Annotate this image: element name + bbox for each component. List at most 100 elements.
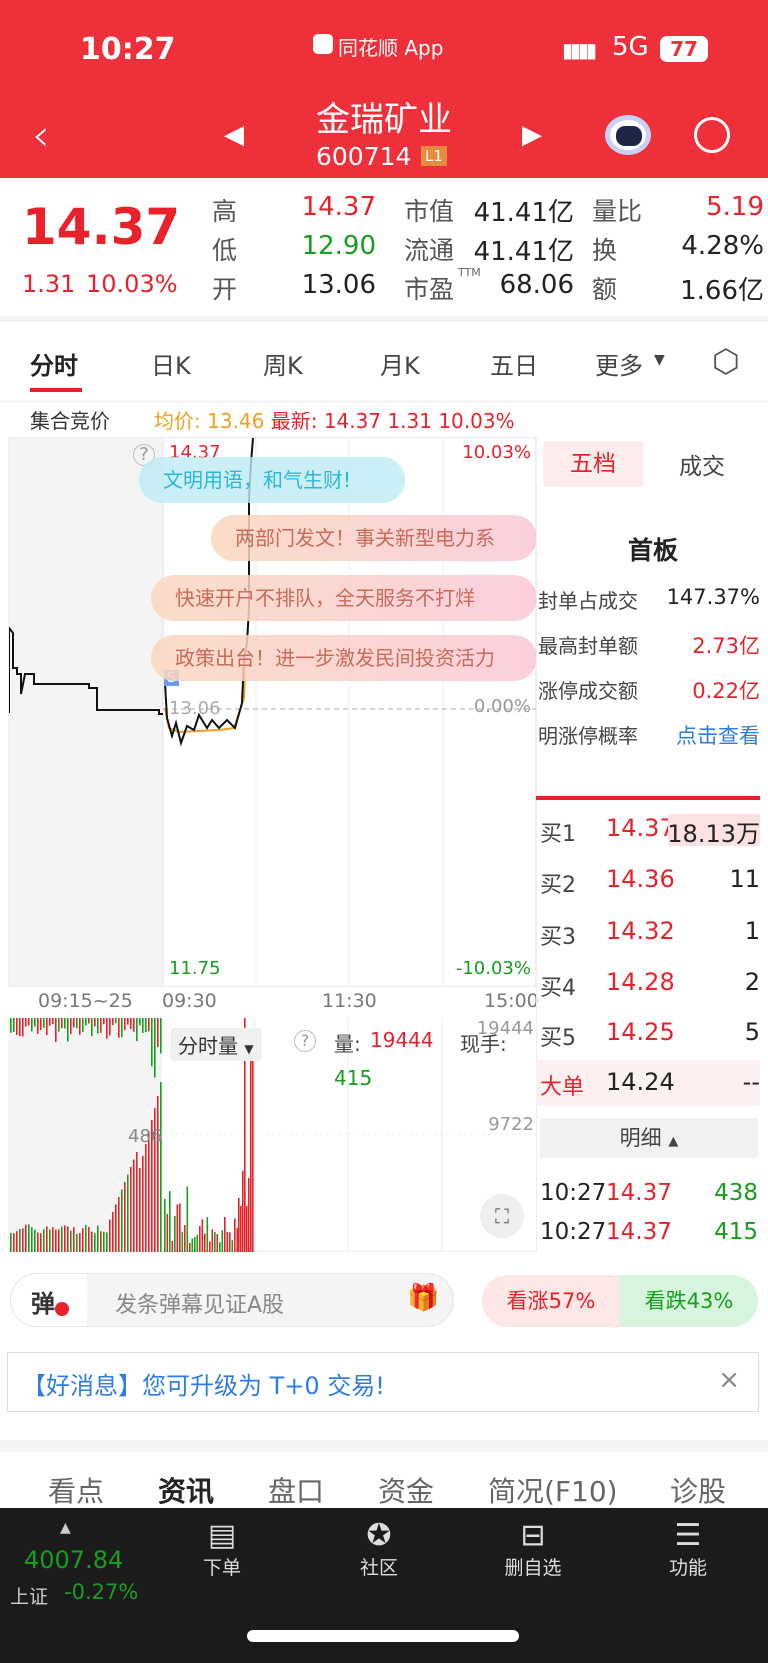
current-hand-label: 现手:	[460, 1032, 507, 1056]
stat-value[interactable]: 点击查看	[676, 724, 760, 748]
danmu-bubble[interactable]: 文明用语，和气生财!	[139, 457, 405, 503]
danmu-bubble[interactable]: 快速开户不排队，全天服务不打烊	[151, 575, 537, 621]
bid-label: 买5	[540, 1026, 576, 1051]
volume-bar	[88, 1018, 90, 1024]
volume-bar	[221, 1230, 224, 1252]
volume-bar	[226, 1231, 229, 1252]
divider	[0, 316, 768, 322]
status-time: 10:27	[80, 32, 176, 67]
volume-bar	[61, 1018, 63, 1029]
pe-label: 市盈	[404, 275, 455, 304]
info-tab[interactable]: 诊股	[670, 1475, 727, 1508]
tab-monthly-k[interactable]: 月K	[380, 352, 420, 380]
tab-five-levels[interactable]: 五档	[543, 441, 643, 487]
volume-bar	[214, 1231, 216, 1252]
bullish-button[interactable]: 看涨57%	[482, 1275, 620, 1327]
info-tabs: 看点 资讯 盘口 资金 简况(F10) 诊股	[0, 1470, 768, 1508]
tab-intraday[interactable]: 分时	[30, 352, 78, 380]
next-stock-button[interactable]: ▶	[522, 120, 542, 150]
volume-bar	[154, 1018, 156, 1078]
volume-bar	[252, 1041, 254, 1252]
volume-bar	[94, 1018, 96, 1027]
network-label: 5G	[612, 32, 649, 62]
gift-icon[interactable]: 🎁	[407, 1283, 440, 1313]
volume-bar	[121, 1018, 123, 1038]
trade-price: 14.37	[606, 1180, 672, 1206]
info-tab[interactable]: 资金	[378, 1475, 435, 1508]
latest-price: 最新: 14.37	[270, 409, 382, 433]
avg-price: 均价: 13.46	[154, 409, 265, 433]
volume-bar	[52, 1018, 54, 1024]
info-line: 均价: 13.46 最新: 14.37 1.31 10.03%	[154, 405, 515, 434]
info-tab[interactable]: 资讯	[158, 1475, 215, 1508]
volume-bar	[118, 1197, 120, 1252]
volume-bar	[133, 1018, 135, 1032]
float-cap-value: 41.41亿	[473, 237, 574, 267]
prev-stock-button[interactable]: ◀	[224, 120, 244, 150]
fullscreen-icon[interactable]: ⛶	[480, 1194, 524, 1238]
nav-functions[interactable]: ☰ 功能	[633, 1518, 743, 1580]
nav-community[interactable]: ✪ 社区	[324, 1518, 434, 1580]
tab-active-indicator	[30, 388, 82, 392]
volume-bar	[67, 1018, 69, 1042]
tab-daily-k[interactable]: 日K	[151, 352, 191, 380]
trade-price: 14.37	[606, 1219, 672, 1245]
volume-bar	[34, 1018, 36, 1027]
danmu-input[interactable]: 弹 发条弹幕见证A股 🎁	[10, 1273, 454, 1327]
tab-five-day[interactable]: 五日	[490, 352, 538, 380]
danmu-bubble[interactable]: 两部门发文！事关新型电力系	[211, 515, 537, 561]
trade-vol: 438	[714, 1180, 758, 1206]
volume-bar	[46, 1018, 48, 1036]
notice-banner[interactable]: 【好消息】您可升级为 T+0 交易! ×	[7, 1352, 759, 1412]
bottom-nav: ▲ 4007.84 上证 -0.27% ▤ 下单 ✪ 社区 ⊟ 删自选 ☰ 功能	[0, 1508, 768, 1663]
tab-trades[interactable]: 成交	[679, 454, 725, 480]
market-cap-label: 市值	[404, 197, 455, 226]
big-order-vol: --	[742, 1068, 760, 1096]
volume-bar	[219, 1242, 221, 1252]
volume-bar	[58, 1229, 60, 1252]
bottom-pct-label: -10.03%	[455, 958, 531, 979]
info-tab[interactable]: 看点	[48, 1475, 105, 1508]
stat-row[interactable]: 明涨停概率 点击查看	[538, 720, 760, 750]
volume-bar	[19, 1018, 21, 1037]
search-icon[interactable]	[694, 117, 730, 153]
time-label-close: 15:00	[484, 990, 539, 1012]
volume-chart[interactable]: 分时量 ▼ ? 量: 19444 现手: 415 19444 9722 486 …	[8, 1018, 536, 1252]
bid-volume-bar	[668, 814, 760, 846]
intraday-chart[interactable]: S ? 14.37 10.03% 13.06 0.00% 11.75 -10.0…	[8, 437, 537, 987]
info-tab[interactable]: 简况(F10)	[488, 1475, 618, 1508]
minus-square-icon: ⊟	[520, 1518, 546, 1553]
volume-bar	[85, 1225, 87, 1252]
volume-bar	[97, 1225, 99, 1252]
pe-value: 68.06	[499, 270, 574, 300]
detail-toggle[interactable]: 明细 ▲	[540, 1118, 758, 1158]
bid-label: 买2	[540, 873, 576, 898]
nav-remove-watchlist[interactable]: ⊟ 删自选	[478, 1518, 588, 1580]
volume-bar	[13, 1233, 15, 1252]
volume-bar	[238, 1197, 240, 1252]
help-icon[interactable]: ?	[294, 1030, 316, 1052]
close-icon[interactable]: ×	[718, 1365, 740, 1395]
danmu-toggle[interactable]	[11, 1274, 87, 1326]
battery-icon: 77	[660, 36, 708, 62]
stat-label: 最高封单额	[538, 634, 638, 658]
tab-weekly-k[interactable]: 周K	[263, 352, 303, 380]
nav-community-label: 社区	[359, 1557, 398, 1579]
tab-more[interactable]: 更多	[595, 352, 643, 380]
robot-assistant-icon[interactable]	[605, 115, 651, 155]
mid-price-label: 13.06	[169, 698, 221, 719]
back-button[interactable]: ‹	[32, 110, 50, 161]
volume-bar	[34, 1229, 36, 1252]
info-tab[interactable]: 盘口	[268, 1475, 325, 1508]
volume-bar	[115, 1018, 117, 1024]
low-value: 12.90	[301, 231, 376, 261]
volume-bar	[88, 1226, 90, 1252]
danmu-bubble[interactable]: 政策出台！进一步激发民间投资活力	[151, 635, 537, 681]
volume-type-dropdown[interactable]: 分时量 ▼	[170, 1028, 262, 1061]
volume-bar	[148, 1018, 150, 1032]
bid-price: 14.36	[606, 865, 675, 893]
index-value[interactable]: 4007.84	[24, 1546, 124, 1574]
bearish-button[interactable]: 看跌43%	[620, 1275, 758, 1327]
settings-hexagon-icon[interactable]: ⬡	[712, 342, 740, 380]
nav-order[interactable]: ▤ 下单	[167, 1518, 277, 1580]
